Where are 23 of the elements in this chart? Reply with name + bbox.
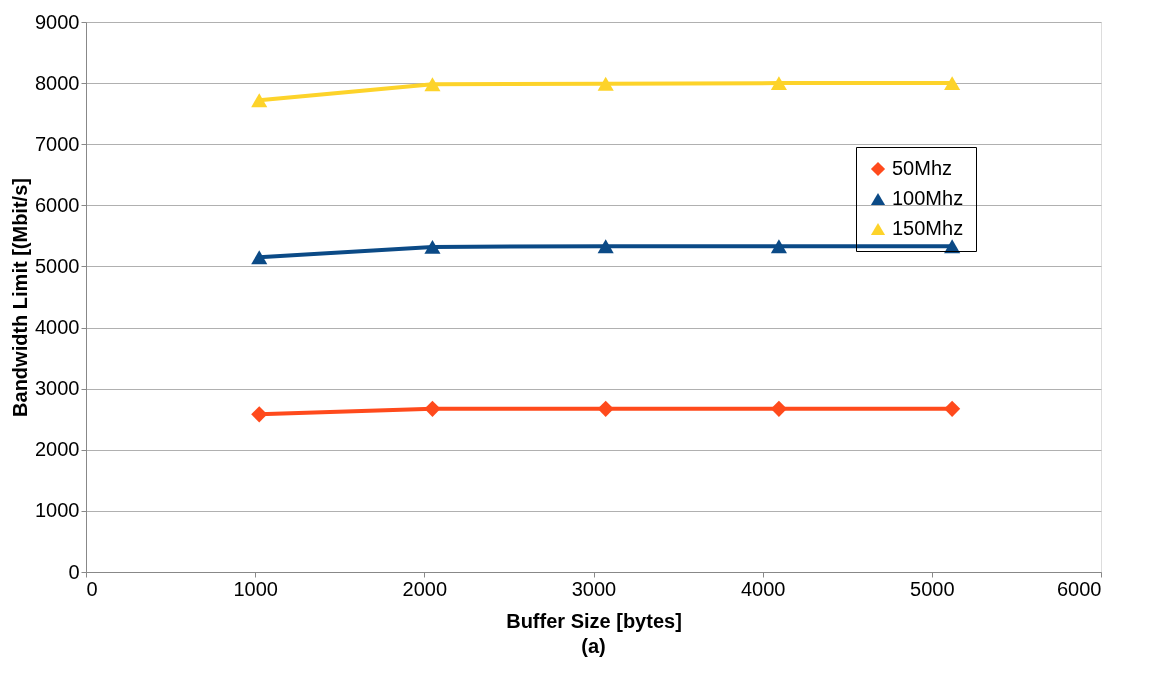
y-tick-label: 7000 <box>35 132 80 155</box>
y-tick-label: 8000 <box>35 71 80 94</box>
x-tick-label: 6000 <box>1057 577 1102 600</box>
y-tick-label: 3000 <box>35 377 80 400</box>
y-tick-label: 0 <box>68 560 80 583</box>
text: (a) <box>581 635 606 657</box>
y-axis-title: Bandwidth Limit [(Mbit/s] <box>9 178 32 417</box>
y-tick-label: 2000 <box>35 438 80 461</box>
y-tick-label: 9000 <box>35 10 80 33</box>
x-tick-label: 2000 <box>402 577 448 600</box>
y-tick-label: 5000 <box>35 254 80 277</box>
x-tick-label: 3000 <box>571 577 617 600</box>
x-axis-title: Buffer Size [bytes] <box>506 609 682 632</box>
x-tick-label: 4000 <box>740 577 786 600</box>
x-tick-label: 1000 <box>233 577 278 600</box>
legend-label: 100Mhz <box>892 187 964 209</box>
y-tick-label: 6000 <box>35 193 80 216</box>
y-tick-label: 4000 <box>35 316 80 339</box>
legend-label: 50Mhz <box>892 157 953 179</box>
x-tick-label: 0 <box>86 577 98 600</box>
y-tick-label: 1000 <box>35 499 80 522</box>
legend-label: 150Mhz <box>892 217 964 239</box>
x-tick-label: 5000 <box>910 577 955 600</box>
